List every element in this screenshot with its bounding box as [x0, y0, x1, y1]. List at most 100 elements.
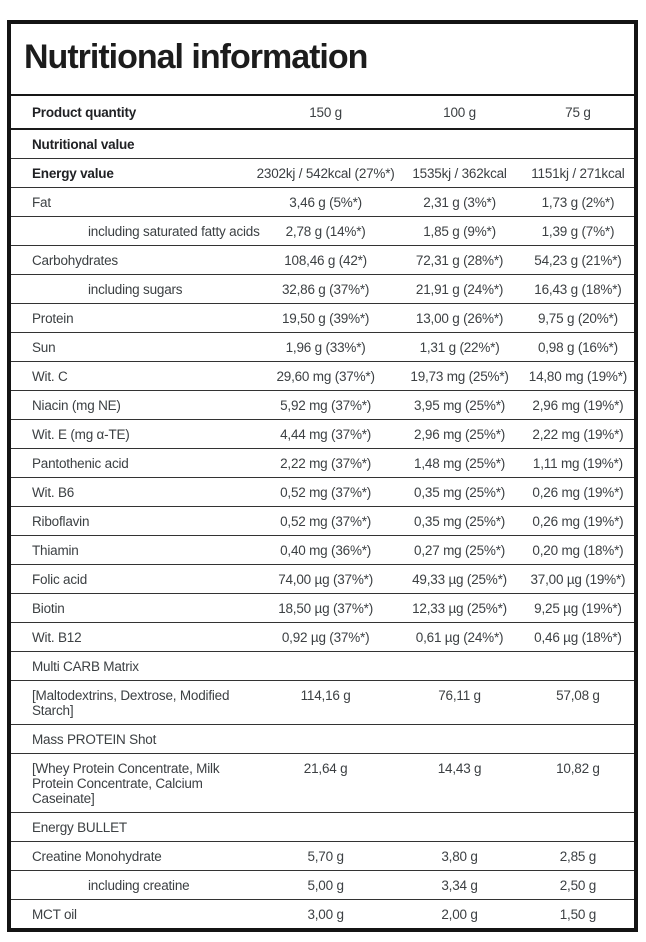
row-label: Creatine Monohydrate: [11, 841, 254, 871]
row-value: 37,00 µg (19%*): [521, 564, 634, 594]
row-value: 1,96 g (33%*): [253, 332, 398, 362]
row-value: 10,82 g: [521, 753, 634, 813]
row-value: 114,16 g: [253, 680, 398, 725]
row-value: 57,08 g: [521, 680, 634, 725]
row-label: including sugars: [11, 274, 254, 304]
row-label: [Whey Protein Concentrate, Milk Protein …: [11, 753, 254, 813]
row-label: Pantothenic acid: [11, 448, 254, 478]
row-value: 2,00 g: [441, 907, 478, 922]
row-value: 9,75 g (20%*): [521, 303, 634, 333]
row-value: [253, 651, 398, 681]
row-label: Wit. B6: [11, 477, 254, 507]
row-label: Niacin (mg NE): [11, 390, 254, 420]
row-label: Carbohydrates: [11, 245, 254, 275]
row-value: 54,23 g (21%*): [521, 245, 634, 275]
table-row: [Whey Protein Concentrate, Milk Protein …: [11, 753, 634, 813]
table-row: Wit. C 29,60 mg (37%*) 19,73 mg (25%*) 14,8…: [11, 361, 634, 391]
row-label: Mass PROTEIN Shot: [11, 724, 254, 754]
table-row: Wit. B12 0,92 µg (37%*) 0,61 µg (24%*) 0,46…: [11, 622, 634, 652]
row-value: 1,11 mg (19%*): [521, 448, 634, 478]
table-row: MCT oil 3,00 g 2,00 g 1,50 g: [11, 900, 634, 929]
row-value: 0,35 mg (25%*): [397, 477, 522, 507]
row-value: [521, 812, 634, 842]
row-label: Thiamin: [11, 535, 254, 565]
nutrition-table: Nutritional information Product quantity…: [7, 20, 638, 932]
row-value: [521, 129, 634, 159]
row-value: 1151kj / 271kcal: [521, 158, 634, 188]
row-value: 16,43 g (18%*): [521, 274, 634, 304]
row-value: 1,73 g (2%*): [521, 187, 634, 217]
row-value: 1,50 g: [559, 907, 597, 922]
row-value: 18,50 µg (37%*): [253, 593, 398, 623]
table-row: Carbohydrates 108,46 g (42*) 72,31 g (28%*…: [11, 245, 634, 275]
row-value: 9,25 µg (19%*): [521, 593, 634, 623]
row-value: 0,27 mg (25%*): [397, 535, 522, 565]
page-title: Nutritional information: [11, 24, 634, 96]
column-header-150g: 150 g: [253, 96, 398, 130]
table-row: Protein 19,50 g (39%*) 13,00 g (26%*) 9,75 …: [11, 303, 634, 333]
row-value: 14,43 g: [397, 753, 522, 813]
row-value: 3,95 mg (25%*): [397, 390, 522, 420]
row-label: Energy value: [11, 158, 254, 188]
row-value: 76,11 g: [397, 680, 522, 725]
row-value: 3,34 g: [397, 870, 522, 900]
table-row: Creatine Monohydrate 5,70 g 3,80 g 2,85 g: [11, 841, 634, 871]
column-header-75g: 75 g: [521, 96, 634, 130]
row-label: Sun: [11, 332, 254, 362]
table-row: Mass PROTEIN Shot: [11, 724, 634, 754]
table-row: including sugars 32,86 g (37%*) 21,91 g (2…: [11, 274, 634, 304]
row-value: 2,78 g (14%*): [253, 216, 398, 246]
row-label: Energy BULLET: [11, 812, 254, 842]
row-value: 0,35 mg (25%*): [397, 506, 522, 536]
table-row: Biotin 18,50 µg (37%*) 12,33 µg (25%*) 9,25…: [11, 593, 634, 623]
row-value: 5,70 g: [253, 841, 398, 871]
table-row: Fat 3,46 g (5%*) 2,31 g (3%*) 1,73 g (2%*): [11, 187, 634, 217]
table-row: Niacin (mg NE) 5,92 mg (37%*) 3,95 mg (25%…: [11, 390, 634, 420]
row-value: 19,50 g (39%*): [253, 303, 398, 333]
row-value: 1,31 g (22%*): [397, 332, 522, 362]
row-value: 5,92 mg (37%*): [253, 390, 398, 420]
row-value: 32,86 g (37%*): [253, 274, 398, 304]
row-value: 74,00 µg (37%*): [253, 564, 398, 594]
row-value: 0,40 mg (36%*): [253, 535, 398, 565]
row-label: including saturated fatty acids: [11, 216, 260, 246]
row-value: 0,26 mg (19%*): [521, 477, 634, 507]
row-value: 0,46 µg (18%*): [521, 622, 634, 652]
row-value: 0,61 µg (24%*): [397, 622, 522, 652]
row-label: MCT oil: [32, 907, 77, 922]
table-row: Wit. B6 0,52 mg (37%*) 0,35 mg (25%*) 0,26 …: [11, 477, 634, 507]
table-row: Energy BULLET: [11, 812, 634, 842]
row-value: [397, 129, 522, 159]
row-value: 0,20 mg (18%*): [521, 535, 634, 565]
row-label: Folic acid: [11, 564, 254, 594]
table-row: Thiamin 0,40 mg (36%*) 0,27 mg (25%*) 0,20 …: [11, 535, 634, 565]
row-label: Riboflavin: [11, 506, 254, 536]
table-row: Folic acid 74,00 µg (37%*) 49,33 µg (25%*)…: [11, 564, 634, 594]
row-value: 3,00 g: [307, 907, 344, 922]
row-value: 3,46 g (5%*): [253, 187, 398, 217]
row-value: 1,85 g (9%*): [397, 216, 522, 246]
row-label: [Maltodextrins, Dextrose, Modified Starc…: [11, 680, 254, 725]
row-label: including creatine: [11, 870, 254, 900]
row-value: 3,80 g: [397, 841, 522, 871]
row-value: 2302kj / 542kcal (27%*): [253, 158, 398, 188]
table-row: Riboflavin 0,52 mg (37%*) 0,35 mg (25%*) 0,…: [11, 506, 634, 536]
row-value: 0,26 mg (19%*): [521, 506, 634, 536]
row-label: Multi CARB Matrix: [11, 651, 254, 681]
row-value: 4,44 mg (37%*): [253, 419, 398, 449]
row-value: 14,80 mg (19%*): [521, 361, 634, 391]
row-value: 72,31 g (28%*): [397, 245, 522, 275]
row-value: 2,85 g: [521, 841, 634, 871]
row-value: 19,73 mg (25%*): [397, 361, 522, 391]
row-label: Wit. E (mg α-TE): [11, 419, 254, 449]
row-label: Wit. C: [11, 361, 254, 391]
row-value: [397, 812, 522, 842]
product-quantity-row: Product quantity 150 g 100 g 75 g: [11, 96, 634, 130]
row-value: 1,39 g (7%*): [521, 216, 634, 246]
row-value: 21,64 g: [253, 753, 398, 813]
row-value: 2,50 g: [521, 870, 634, 900]
column-header-100g: 100 g: [397, 96, 522, 130]
row-value: [521, 651, 634, 681]
row-value: 12,33 µg (25%*): [397, 593, 522, 623]
row-value: 2,96 mg (25%*): [397, 419, 522, 449]
